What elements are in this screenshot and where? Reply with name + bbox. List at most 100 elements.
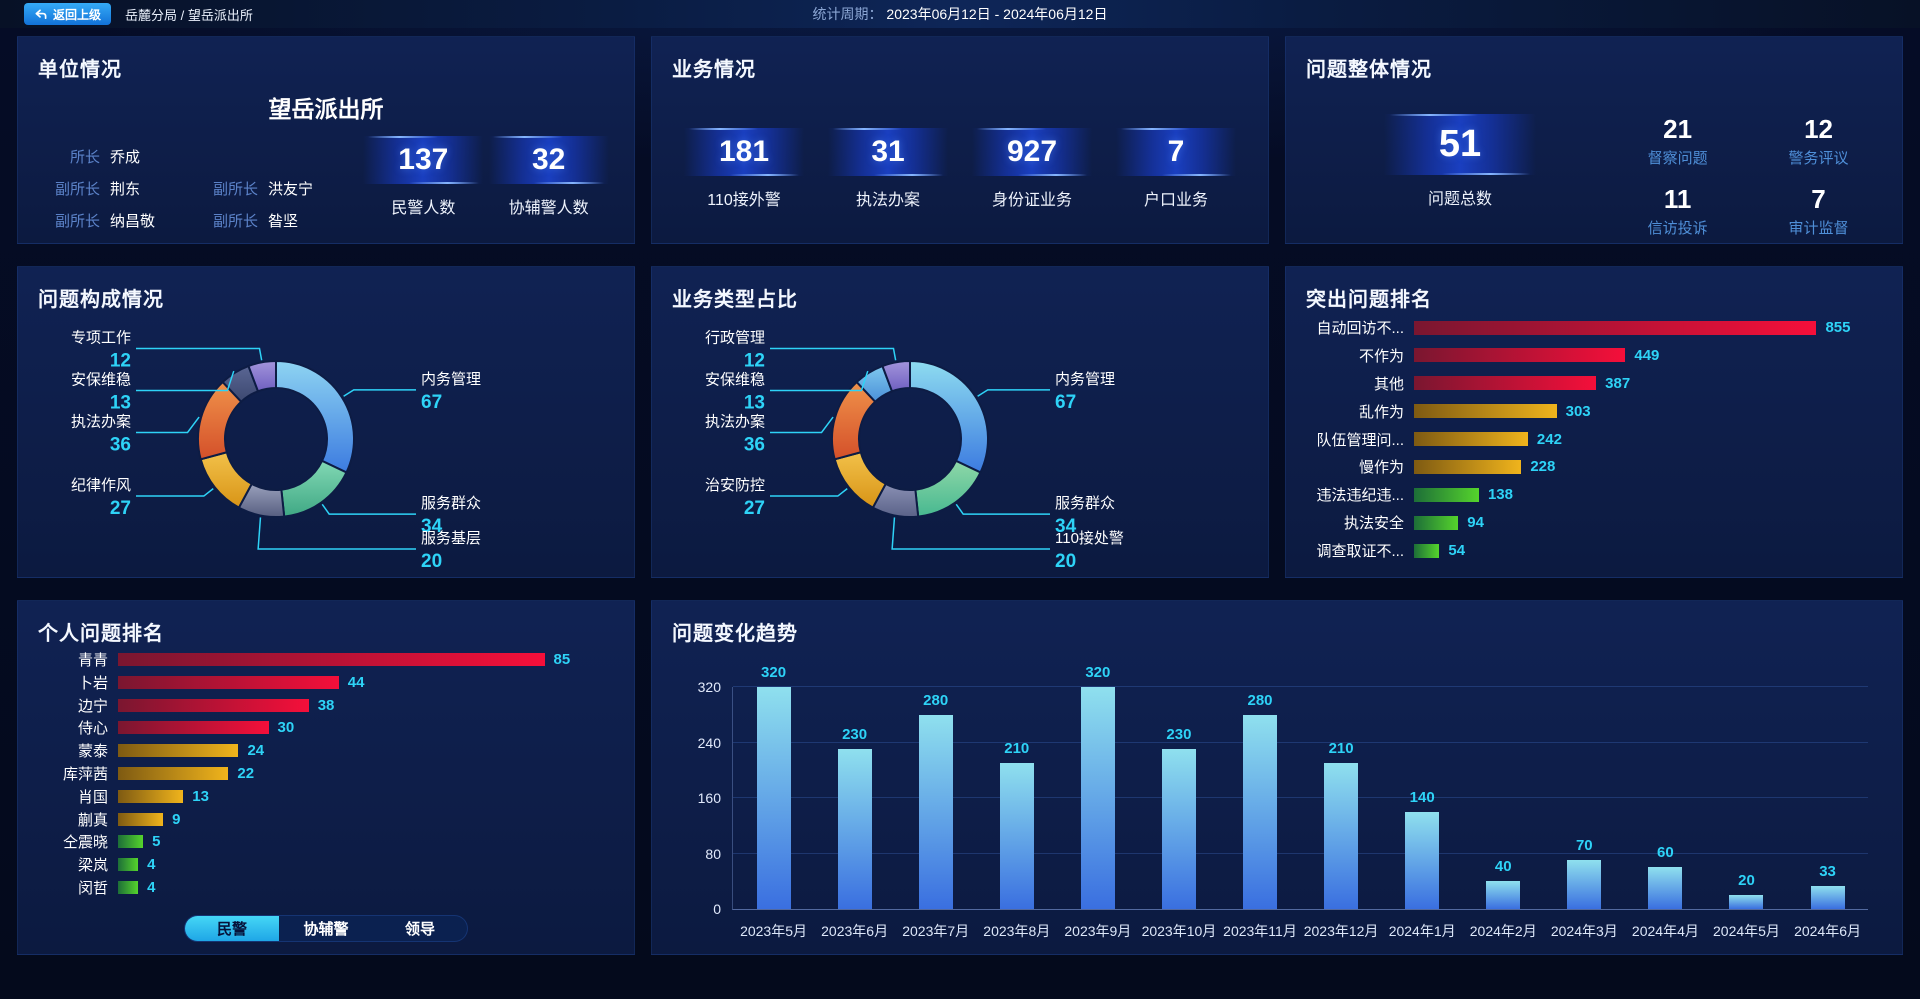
bar-track: 30 <box>118 719 614 736</box>
bar-cell: 20 2024年5月 <box>1706 687 1787 939</box>
donut-slice-value: 34 <box>1055 516 1077 537</box>
x-axis-category-label: 2024年1月 <box>1388 923 1456 939</box>
bar-value: 449 <box>1634 346 1660 364</box>
leader-pair: 副所长 纳昌敬 <box>42 210 200 231</box>
back-button-label: 返回上级 <box>53 7 102 22</box>
leader-pair: 副所长 昝坚 <box>200 210 358 231</box>
bar <box>1414 404 1557 419</box>
panel-title-personal-ranking: 个人问题排名 <box>38 623 164 645</box>
panel-problem-trend: 问题变化趋势 0 80 160 240 320 320 2023年5月 230 2023年6月 2… <box>651 600 1903 955</box>
bar-value: 9 <box>172 810 181 828</box>
donut-slice-value: 12 <box>744 350 765 371</box>
donut-slice-label: 服务群众 <box>421 495 481 512</box>
donut-label-line <box>343 389 416 397</box>
mini-stat-value: 7 <box>1811 184 1826 214</box>
tab-3[interactable]: 领导 <box>404 921 435 938</box>
bar-category-label: 违法违纪违... <box>1316 487 1404 505</box>
bar-row: 不作为 449 <box>1306 345 1882 366</box>
donut-label-line <box>136 488 214 497</box>
panel-personal-ranking: 个人问题排名 青青 85 卜岩 44 边宁 38 侍心 30 蒙泰 24 库萍茜 22 肖国 13 蒯真 9 仝… <box>17 600 635 955</box>
bar-category-label: 执法安全 <box>1343 515 1404 533</box>
bar-track: 9 <box>118 811 614 828</box>
donut-label-line <box>257 517 416 550</box>
bar <box>1414 320 1817 335</box>
donut-label-line <box>136 416 200 434</box>
donut-slice-value: 36 <box>110 434 131 455</box>
donut-slice-label: 治安防控 <box>705 477 765 494</box>
leader-role: 所长 <box>69 149 100 166</box>
bar <box>1324 763 1359 909</box>
problem-mini-stats: 21 督察问题 12 警务评议 11 信访投诉 7 审计监督 <box>1614 114 1882 238</box>
bar-category-label: 慢作为 <box>1358 459 1404 477</box>
donut-slice <box>833 451 888 509</box>
mini-stat: 21 督察问题 <box>1614 114 1741 168</box>
donut-label-line <box>136 347 263 361</box>
donut-slice-label: 纪律作风 <box>71 477 131 494</box>
bar-category-label: 其他 <box>1373 375 1404 393</box>
bar-track: 85 <box>118 651 614 668</box>
donut-slice <box>881 359 911 393</box>
x-axis-category-label: 2023年10月 <box>1141 923 1217 939</box>
bar <box>1648 867 1683 909</box>
bar <box>1729 895 1764 909</box>
bar <box>118 766 229 780</box>
x-axis-category-label: 2023年12月 <box>1303 923 1379 939</box>
panel-title-top-problems: 突出问题排名 <box>1306 289 1432 311</box>
bar <box>1161 749 1196 909</box>
bar-value: 230 <box>842 726 868 744</box>
donut-label-line <box>977 389 1050 397</box>
donut-label-line <box>321 503 416 515</box>
donut-slice-value: 20 <box>1055 551 1076 572</box>
bar-track: 94 <box>1414 514 1882 531</box>
bar-value: 38 <box>317 696 335 714</box>
bar-value: 33 <box>1819 863 1836 881</box>
bar-category-label: 库萍茜 <box>62 765 108 783</box>
stat-box: 7 <box>1116 128 1236 176</box>
bar-value: 5 <box>152 833 161 851</box>
leader-name: 洪友宁 <box>268 181 314 198</box>
bar-category-label: 自动回访不... <box>1316 320 1404 337</box>
back-button[interactable]: 返回上级 <box>24 3 112 25</box>
donut-label-line <box>770 416 834 434</box>
donut-slice <box>909 359 989 474</box>
bar-track: 38 <box>118 697 614 714</box>
trend-plot-area: 0 80 160 240 320 320 2023年5月 230 2023年6月 280 2023年… <box>698 664 1868 939</box>
bar-cell: 320 2023年5月 <box>733 664 814 939</box>
tab-2[interactable]: 协辅警 <box>303 921 349 938</box>
donut-slice-label: 服务基层 <box>421 530 481 547</box>
panel-title-unit: 单位情况 <box>38 59 122 81</box>
donut-slice-label: 内务管理 <box>1055 371 1115 388</box>
bar-row: 仝震晓 5 <box>38 831 614 852</box>
panel-title-problem-composition: 问题构成情况 <box>38 289 164 311</box>
total-problems-stat: 51 问题总数 <box>1306 114 1614 209</box>
bar <box>118 858 139 872</box>
stat-value: 927 <box>1006 135 1058 168</box>
bar-track: 44 <box>118 674 614 691</box>
bar-cells: 320 2023年5月 230 2023年6月 280 2023年7月 210 2023年8月… <box>733 664 1868 939</box>
leader-role: 副所长 <box>54 181 100 198</box>
bar-value: 303 <box>1565 402 1591 420</box>
breadcrumb[interactable]: 岳麓分局 / 望岳派出所 <box>125 7 253 23</box>
stat: 31 执法办案 <box>828 128 948 210</box>
bar <box>1567 860 1602 909</box>
donut-slice-value: 67 <box>421 392 442 413</box>
bar-track: 228 <box>1414 458 1882 475</box>
bar <box>118 835 144 849</box>
donut-slice-value: 27 <box>110 498 131 519</box>
bar <box>837 749 872 909</box>
station-name: 望岳派出所 <box>268 96 384 122</box>
donut-label-line <box>955 503 1050 515</box>
bar-cell: 210 2023年12月 <box>1301 687 1382 939</box>
bar-row: 库萍茜 22 <box>38 763 614 784</box>
stat-label: 协辅警人数 <box>508 200 589 217</box>
bar-value: 210 <box>1004 740 1030 758</box>
bar-row: 自动回访不... 855 <box>1306 317 1882 338</box>
stat-period: 统计周期： 2023年06月12日 - 2024年06月12日 <box>813 4 1108 24</box>
stat-period-value: 2023年06月12日 - 2024年06月12日 <box>886 6 1108 22</box>
bar-track: 5 <box>118 833 614 850</box>
bar <box>118 880 139 894</box>
tab-1[interactable]: 民警 <box>185 916 279 941</box>
problem-body: 51 问题总数 21 督察问题 12 警务评议 11 信访投诉 7 审计监督 <box>1306 114 1882 238</box>
stat-box: 137 <box>363 136 484 184</box>
panel-problem-composition: 问题构成情况 内务管理 67 服务群众 34 服务基层 20 纪律作风 27 执法办案 36 安保维… <box>17 266 635 578</box>
